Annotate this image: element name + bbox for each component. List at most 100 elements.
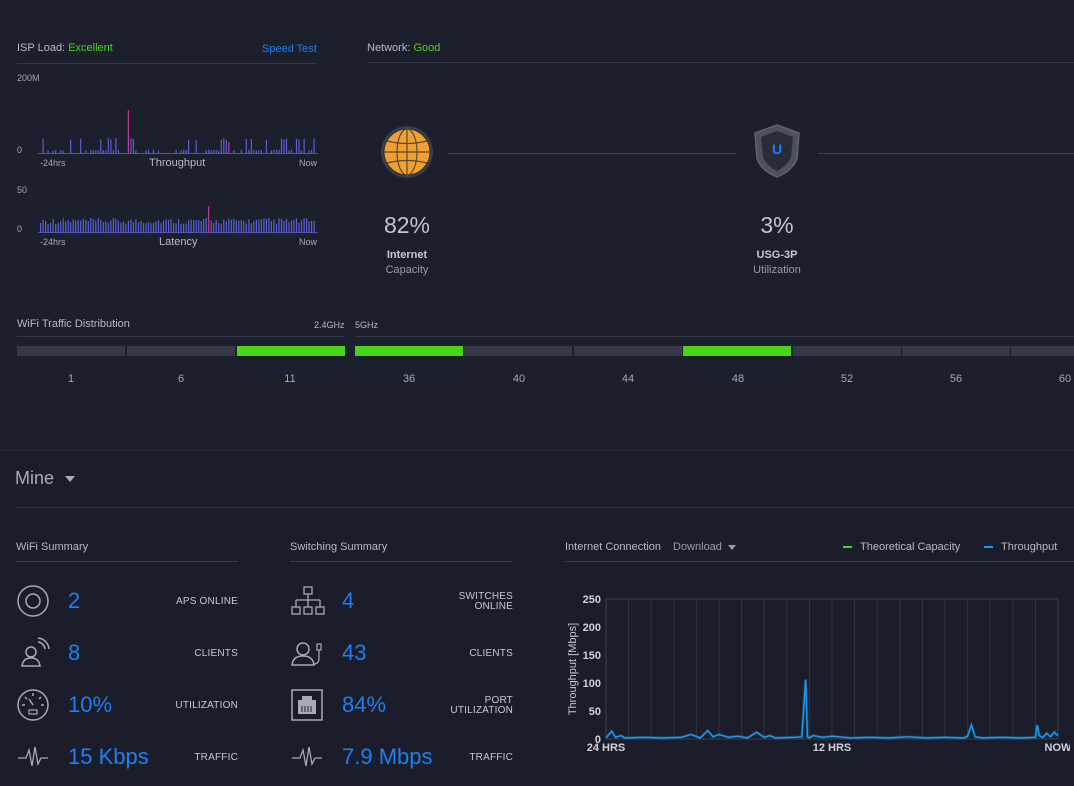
sparkline-bar [275, 223, 278, 233]
sparkline-bar [213, 223, 215, 233]
sparkline-bar [245, 223, 247, 233]
sparkline-bar [298, 139, 300, 154]
access-point-icon [17, 585, 49, 617]
sparkline-bar [110, 220, 112, 233]
y-axis-label: Throughput [Mbps] [567, 623, 579, 715]
latency-sparkline [38, 206, 318, 233]
sparkline-bar [50, 222, 52, 233]
sparkline-bar [195, 220, 197, 233]
wifi-clients-label: CLIENTS [194, 648, 238, 659]
port-utilization-value: 84% [342, 692, 387, 717]
speed-test-link[interactable]: Speed Test [262, 43, 317, 55]
sparkline-bar [62, 218, 64, 233]
y-tick-label: 0 [595, 734, 601, 746]
switching-summary-title: Switching Summary [290, 541, 388, 553]
sparkline-bar [273, 149, 275, 154]
sparkline-bar [162, 220, 165, 233]
switch-topology-icon [291, 586, 325, 615]
sparkline-bar [278, 149, 280, 154]
divider [17, 336, 345, 337]
sparkline-bar [82, 153, 84, 154]
sparkline-bar [165, 153, 167, 154]
channel-segment [127, 346, 235, 356]
sparkline-bar [160, 153, 162, 154]
sparkline-bar [275, 149, 278, 154]
legend-capacity-label: Theoretical Capacity [860, 541, 961, 553]
wifi-summary-title: WiFi Summary [16, 541, 89, 553]
sparkline-bar [65, 153, 67, 154]
sparkline-bar [218, 222, 220, 233]
sparkline-bar [223, 138, 225, 154]
sparkline-bar [145, 223, 147, 233]
sparkline-bar [77, 153, 79, 154]
sparkline-bar [215, 150, 217, 154]
y-tick-label: 100 [583, 678, 601, 690]
internet-sub: Capacity [385, 264, 429, 276]
sparkline-bar [285, 218, 288, 233]
channel-segment [683, 346, 792, 356]
sparkline-bar [137, 222, 140, 233]
channel-segment [355, 346, 463, 356]
sparkline-bar [157, 220, 160, 233]
sparkline-bar [225, 221, 227, 233]
sparkline-bar [203, 219, 205, 233]
sparkline-bar [135, 219, 137, 233]
legend-throughput[interactable]: Throughput [984, 541, 1057, 553]
channel-segment [902, 346, 1010, 356]
sparkline-bar [97, 218, 99, 233]
sparkline-bar [260, 219, 262, 233]
x-tick-label: NOW [1045, 742, 1070, 754]
wifi-traffic-label: TRAFFIC [194, 752, 238, 763]
legend-capacity[interactable]: Theoretical Capacity [843, 541, 960, 553]
sparkline-bar [185, 223, 187, 233]
sparkline-bar [75, 153, 77, 154]
dashboard-name: Mine [15, 468, 55, 488]
sparkline-bar [230, 219, 232, 233]
direction-dropdown[interactable]: Download [673, 541, 736, 553]
sparkline-bar [278, 218, 280, 233]
channel-label: 1 [67, 373, 75, 385]
ethernet-port-icon [291, 689, 323, 721]
switches-online-value: 4 [342, 588, 355, 613]
channel-label: 52 [840, 373, 854, 385]
sparkline-bar [285, 138, 288, 154]
sparkline-bar [42, 220, 44, 233]
aps-online-label: APS ONLINE [175, 596, 238, 607]
sparkline-bar [178, 153, 180, 154]
sparkline-bar [210, 220, 212, 233]
sparkline-bar [270, 220, 272, 233]
wifi-utilization-value: 10% [68, 692, 113, 717]
shield-gateway-icon[interactable]: U [752, 123, 802, 179]
sparkline-bar [40, 153, 42, 154]
sparkline-bar [112, 218, 114, 233]
sparkline-bar [200, 153, 202, 154]
sparkline-bar [40, 223, 42, 233]
y-tick-label: 150 [583, 650, 601, 662]
sparkline-bar [127, 110, 129, 154]
sparkline-bar [238, 153, 240, 154]
internet-name: Internet [386, 249, 428, 261]
sparkline-bar [205, 150, 207, 154]
channel-segment [237, 346, 345, 356]
sparkline-bar [87, 221, 89, 233]
sparkline-bar [55, 224, 57, 233]
sparkline-bar [258, 219, 260, 233]
sparkline-bar [248, 149, 250, 154]
sparkline-bar [308, 150, 310, 154]
globe-icon[interactable] [380, 125, 434, 179]
sparkline-bar [183, 149, 185, 154]
sparkline-bar [225, 139, 227, 154]
switches-online-label: SWITCHES ONLINE [423, 592, 513, 612]
sparkline-bar [306, 218, 308, 233]
sparkline-bar [60, 221, 62, 233]
divider [290, 561, 513, 562]
sparkline-bar [45, 153, 47, 154]
dashboard-selector[interactable]: Mine [15, 468, 76, 489]
sparkline-bar [80, 220, 82, 233]
sparkline-bar [220, 223, 222, 233]
divider [16, 561, 238, 562]
channel-label: 6 [177, 373, 185, 385]
sparkline-bar [45, 221, 47, 233]
sparkline-bar [55, 150, 57, 154]
chevron-down-icon [65, 476, 76, 483]
